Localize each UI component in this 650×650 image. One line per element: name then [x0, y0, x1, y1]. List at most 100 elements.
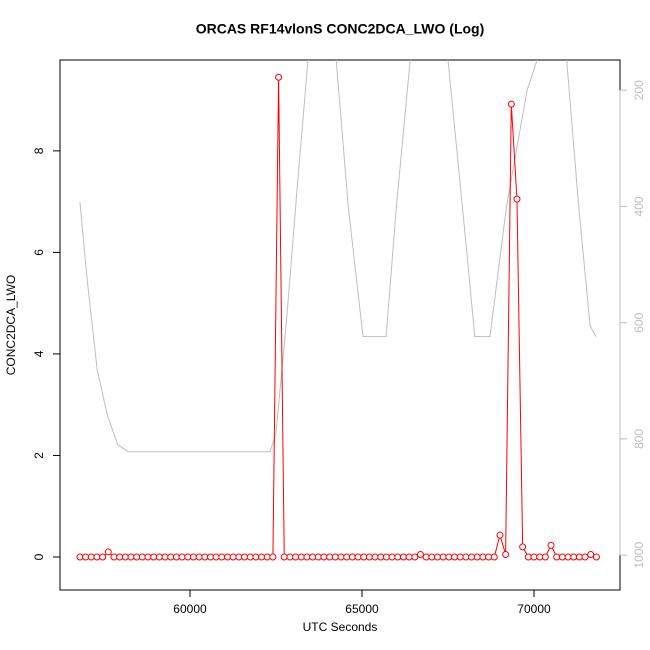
plot-box [59, 59, 621, 591]
data-point [201, 553, 209, 561]
data-point [558, 553, 566, 561]
data-point [121, 553, 129, 561]
y-tick-label: 6 [32, 249, 46, 256]
data-point [127, 553, 135, 561]
data-point [382, 553, 390, 561]
data-point [116, 553, 124, 561]
data-point [133, 553, 141, 561]
data-point [536, 553, 544, 561]
y2-tick-label: 600 [632, 312, 646, 332]
data-point [241, 553, 249, 561]
data-point [297, 553, 305, 561]
data-point [280, 553, 288, 561]
data-point [82, 553, 90, 561]
data-point [388, 553, 396, 561]
data-point [587, 550, 595, 558]
data-point [178, 553, 186, 561]
series-line [79, 60, 597, 453]
data-point [519, 543, 527, 551]
data-point [314, 553, 322, 561]
y2-tick-label: 800 [632, 429, 646, 449]
data-point [99, 553, 107, 561]
data-point [258, 553, 266, 561]
data-point [269, 553, 277, 561]
data-point [445, 553, 453, 561]
data-point [439, 553, 447, 561]
y2-tick-label: 200 [632, 80, 646, 100]
data-point [479, 553, 487, 561]
data-point [212, 553, 220, 561]
data-point [507, 100, 515, 108]
data-point [76, 553, 84, 561]
data-point [451, 553, 459, 561]
data-point [235, 553, 243, 561]
data-point [326, 553, 334, 561]
data-point [189, 553, 197, 561]
data-point [524, 553, 532, 561]
data-point [348, 553, 356, 561]
data-point [456, 553, 464, 561]
data-point [496, 531, 504, 539]
x-tick-label: 70000 [517, 602, 551, 616]
data-point [104, 548, 112, 556]
data-point [263, 553, 271, 561]
data-point [161, 553, 169, 561]
data-point [354, 553, 362, 561]
chart-title: ORCAS RF14vlonS CONC2DCA_LWO (Log) [196, 21, 485, 37]
data-point [570, 553, 578, 561]
data-point [541, 553, 549, 561]
data-point [275, 73, 283, 81]
data-point [553, 553, 561, 561]
y-tick-label: 4 [32, 350, 46, 357]
data-point [490, 553, 498, 561]
data-point [416, 550, 424, 558]
data-point [229, 553, 237, 561]
x-tick-label: 60000 [173, 602, 207, 616]
data-point [172, 553, 180, 561]
data-point [399, 553, 407, 561]
data-point [434, 553, 442, 561]
data-point [365, 553, 373, 561]
data-point [252, 553, 260, 561]
data-point [218, 553, 226, 561]
data-point [223, 553, 231, 561]
data-point [206, 553, 214, 561]
y-axis-label: CONC2DCA_LWO [4, 275, 18, 375]
data-point [371, 553, 379, 561]
y-tick-label: 0 [32, 553, 46, 560]
data-point [422, 553, 430, 561]
data-point [581, 553, 589, 561]
y2-tick-label: 400 [632, 196, 646, 216]
data-point [110, 553, 118, 561]
data-point [485, 553, 493, 561]
data-point [337, 553, 345, 561]
data-point [428, 553, 436, 561]
data-point [343, 553, 351, 561]
data-point [462, 553, 470, 561]
data-point [575, 553, 583, 561]
data-point [320, 553, 328, 561]
data-point [155, 553, 163, 561]
data-point [138, 553, 146, 561]
data-point [411, 553, 419, 561]
data-point [564, 553, 572, 561]
data-point [309, 553, 317, 561]
data-point [246, 553, 254, 561]
plot-area [76, 60, 600, 561]
x-axis-label: UTC Seconds [303, 620, 378, 634]
data-point [195, 553, 203, 561]
data-point [184, 553, 192, 561]
data-point [394, 553, 402, 561]
data-point [93, 553, 101, 561]
data-point [377, 553, 385, 561]
y2-tick-label: 1000 [632, 541, 646, 568]
data-point [150, 553, 158, 561]
data-point [468, 553, 476, 561]
data-point [331, 553, 339, 561]
data-point [502, 550, 510, 558]
x-tick-label: 65000 [345, 602, 379, 616]
data-point [360, 553, 368, 561]
data-point [513, 195, 521, 203]
data-point [592, 553, 600, 561]
